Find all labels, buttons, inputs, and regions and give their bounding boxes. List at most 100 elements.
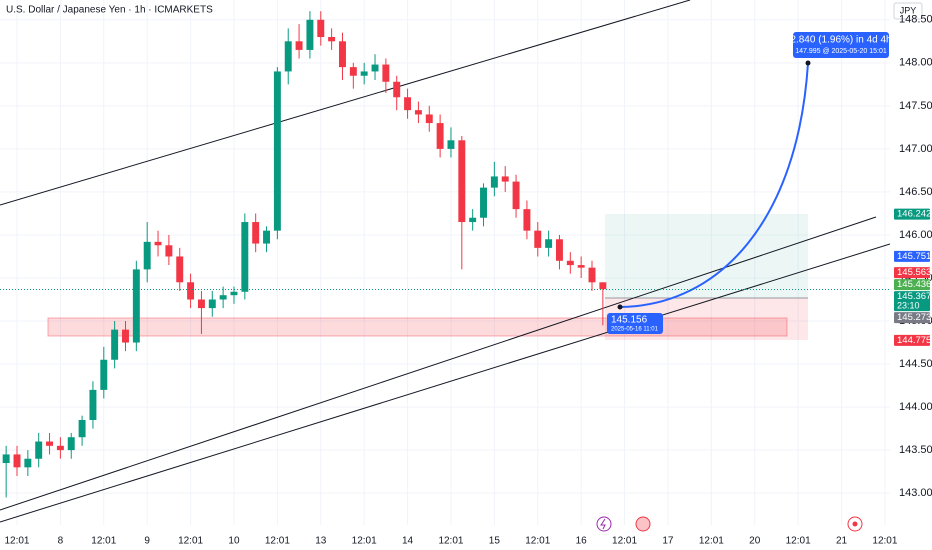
candle-body xyxy=(89,389,97,420)
projection-start xyxy=(617,304,623,310)
x-tick-label: 12:01 xyxy=(872,536,897,547)
x-tick-label: 9 xyxy=(144,536,150,547)
y-tick-label: 143.500 xyxy=(899,444,932,456)
candle-body xyxy=(436,123,444,149)
x-tick-label: 20 xyxy=(749,536,761,547)
x-tick-label: 12:01 xyxy=(438,536,463,547)
candle-body xyxy=(458,140,466,223)
channel-line xyxy=(0,0,691,206)
event-icon-bolt xyxy=(600,518,606,530)
price-marker xyxy=(894,334,930,346)
price-marker xyxy=(894,250,930,262)
price-marker xyxy=(894,208,930,220)
price-marker-label: 145.563 xyxy=(897,267,931,278)
y-tick-label: 148.500 xyxy=(899,14,932,26)
price-marker xyxy=(894,312,930,324)
candle-body xyxy=(393,81,401,98)
candle-body xyxy=(46,441,54,446)
target-change: 2.840 (1.96%) in 4d 4h xyxy=(790,35,891,46)
x-tick-label: 12:01 xyxy=(352,536,377,547)
candle-body xyxy=(371,64,379,72)
candle-body xyxy=(599,282,607,290)
price-marker-label: 145.367 xyxy=(897,291,931,302)
candle-body xyxy=(273,71,281,231)
candle-body xyxy=(35,441,43,459)
target-box xyxy=(793,32,889,58)
currency-box xyxy=(893,2,923,20)
profit-zone xyxy=(605,214,808,298)
candle-body xyxy=(230,291,238,296)
candle-body xyxy=(469,217,477,223)
target-detail: 147.995 @ 2025-05-20 15:01 xyxy=(795,48,887,55)
candle-body xyxy=(13,454,21,468)
candle-body xyxy=(187,282,195,300)
countdown-label: 23:10 xyxy=(897,300,920,310)
projection-curve xyxy=(619,62,809,308)
x-tick-label: 12:01 xyxy=(91,536,116,547)
x-tick-label: 12:01 xyxy=(178,536,203,547)
currency: JPY xyxy=(900,5,917,15)
candle-body xyxy=(306,19,314,50)
y-tick-label: 144.000 xyxy=(899,401,932,413)
price-marker-label: 145.273 xyxy=(897,312,931,323)
alert-icon[interactable] xyxy=(847,516,863,532)
candle-body xyxy=(545,239,553,248)
entry-price: 145.156 xyxy=(611,315,648,326)
x-tick-label: 8 xyxy=(58,536,64,547)
candle-body xyxy=(501,176,509,182)
candle-body xyxy=(78,420,86,438)
candle-body xyxy=(404,97,412,111)
x-tick-label: 17 xyxy=(662,536,674,547)
candle-body xyxy=(317,19,325,38)
demand-zone xyxy=(47,317,788,337)
candle-body xyxy=(284,41,292,72)
event-icon[interactable] xyxy=(596,516,612,532)
candle-body xyxy=(588,267,596,283)
entry-time: 2025-05-16 11:01 xyxy=(611,327,659,333)
candle-body xyxy=(56,445,64,451)
candle-body xyxy=(523,209,531,231)
y-tick-label: 147.500 xyxy=(899,100,932,112)
price-marker xyxy=(894,267,930,279)
candle-body xyxy=(534,230,542,248)
x-tick-label: 15 xyxy=(489,536,501,547)
projection-end xyxy=(805,60,811,66)
candle-body xyxy=(295,41,303,50)
candle-body xyxy=(208,299,216,309)
x-tick-label: 12:01 xyxy=(786,536,811,547)
candle-body xyxy=(490,176,498,188)
candle-body xyxy=(24,458,32,468)
channel-line xyxy=(0,243,891,523)
candle-body xyxy=(122,329,129,343)
candle-body xyxy=(176,256,184,283)
us-event-icon[interactable] xyxy=(635,516,651,532)
candle-body xyxy=(263,230,271,244)
candle-body xyxy=(414,110,422,115)
candle-body xyxy=(577,265,585,268)
candle-body xyxy=(154,241,162,246)
candle-body xyxy=(252,222,260,244)
x-tick-label: 12:01 xyxy=(265,536,290,547)
candle-body xyxy=(219,295,227,300)
y-tick-label: 148.000 xyxy=(899,57,932,69)
candle-body xyxy=(2,454,10,464)
price-marker-label: 146.242 xyxy=(897,209,931,220)
candle-body xyxy=(480,187,487,218)
candle-body xyxy=(447,140,455,149)
candle-body xyxy=(100,359,108,390)
candle-body xyxy=(111,329,119,360)
alert-icon-dot xyxy=(852,521,858,527)
chart-title: U.S. Dollar / Japanese Yen · 1h · ICMARK… xyxy=(6,5,213,16)
x-tick-label: 21 xyxy=(836,536,848,547)
x-tick-label: 10 xyxy=(228,536,240,547)
x-tick-label: 12:01 xyxy=(525,536,550,547)
x-tick-label: 12:01 xyxy=(612,536,637,547)
price-marker-label: 145.751 xyxy=(897,251,931,262)
candle-body xyxy=(328,37,336,42)
y-tick-label: 146.500 xyxy=(899,186,932,198)
candle-body xyxy=(382,64,390,82)
price-marker xyxy=(894,291,930,312)
x-tick-label: 13 xyxy=(315,536,327,547)
